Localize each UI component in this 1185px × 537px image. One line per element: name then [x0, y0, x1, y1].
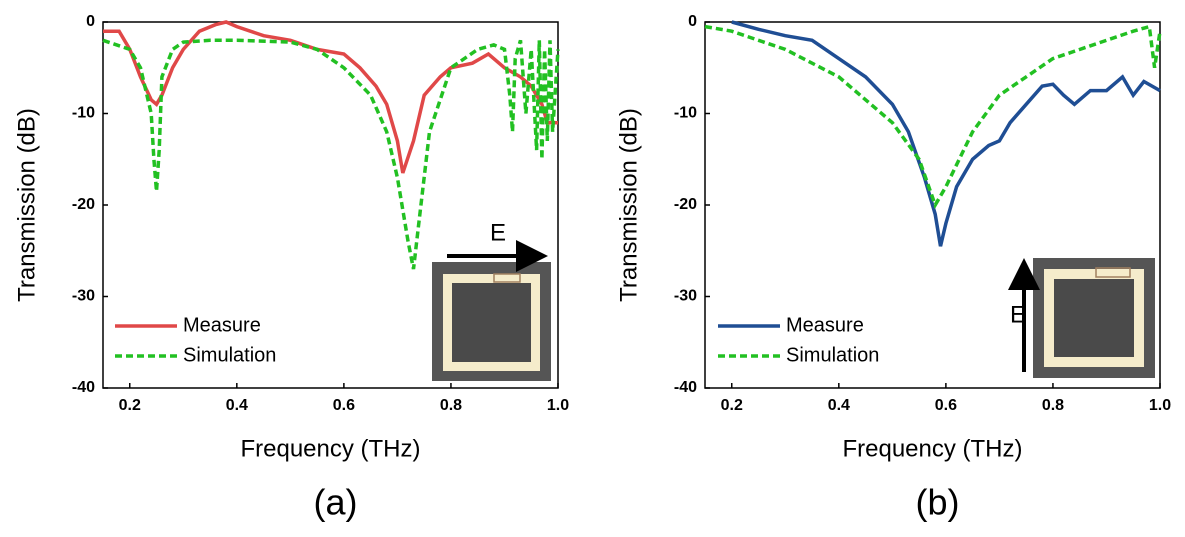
legend-label: Simulation: [786, 344, 879, 366]
data-line: [102, 38, 560, 270]
y-tick-label: 0: [688, 13, 697, 30]
legend-label: Measure: [183, 314, 261, 336]
x-axis-label: Frequency (THz): [842, 435, 1022, 462]
y-tick-label: -20: [674, 196, 697, 213]
data-line: [731, 20, 1161, 247]
inset-a: [432, 240, 551, 381]
y-tick-label: -40: [674, 379, 697, 396]
x-tick-label: 0.6: [935, 397, 957, 414]
x-tick-label: 0.2: [119, 397, 141, 414]
y-tick-label: -40: [72, 379, 95, 396]
y-tick-label: 0: [86, 13, 95, 30]
y-tick-label: -20: [72, 196, 95, 213]
y-tick-label: -10: [72, 105, 95, 122]
x-tick-label: 0.4: [226, 397, 248, 414]
x-tick-label: 0.8: [440, 397, 462, 414]
panel-label: (b): [916, 482, 960, 523]
field-label: E: [1010, 301, 1026, 328]
y-tick-label: -30: [674, 288, 697, 305]
inset-b: [1008, 258, 1155, 378]
y-tick-label: -10: [674, 105, 697, 122]
x-axis-label: Frequency (THz): [240, 435, 420, 462]
x-tick-label: 1.0: [1149, 397, 1171, 414]
legend-label: Measure: [786, 314, 864, 336]
x-tick-label: 1.0: [547, 397, 569, 414]
x-tick-label: 0.6: [333, 397, 355, 414]
panel-label: (a): [314, 482, 358, 523]
y-tick-label: -30: [72, 288, 95, 305]
y-axis-label: Transmission (dB): [13, 108, 40, 302]
x-tick-label: 0.2: [721, 397, 743, 414]
legend-label: Simulation: [183, 344, 276, 366]
panel: -40 -30 -20 -10 0 0.2 0.4 0.6 0.8 1.0 Frequency (T…: [615, 13, 1171, 522]
x-tick-label: 0.8: [1042, 397, 1064, 414]
x-tick-label: 0.4: [828, 397, 850, 414]
y-axis-label: Transmission (dB): [615, 108, 642, 302]
data-line: [103, 20, 558, 174]
field-label: E: [490, 219, 506, 246]
panel: -40 -30 -20 -10 0 0.2 0.4 0.6 0.8 1.0 Frequency (T…: [13, 13, 569, 522]
data-line: [704, 24, 1162, 210]
